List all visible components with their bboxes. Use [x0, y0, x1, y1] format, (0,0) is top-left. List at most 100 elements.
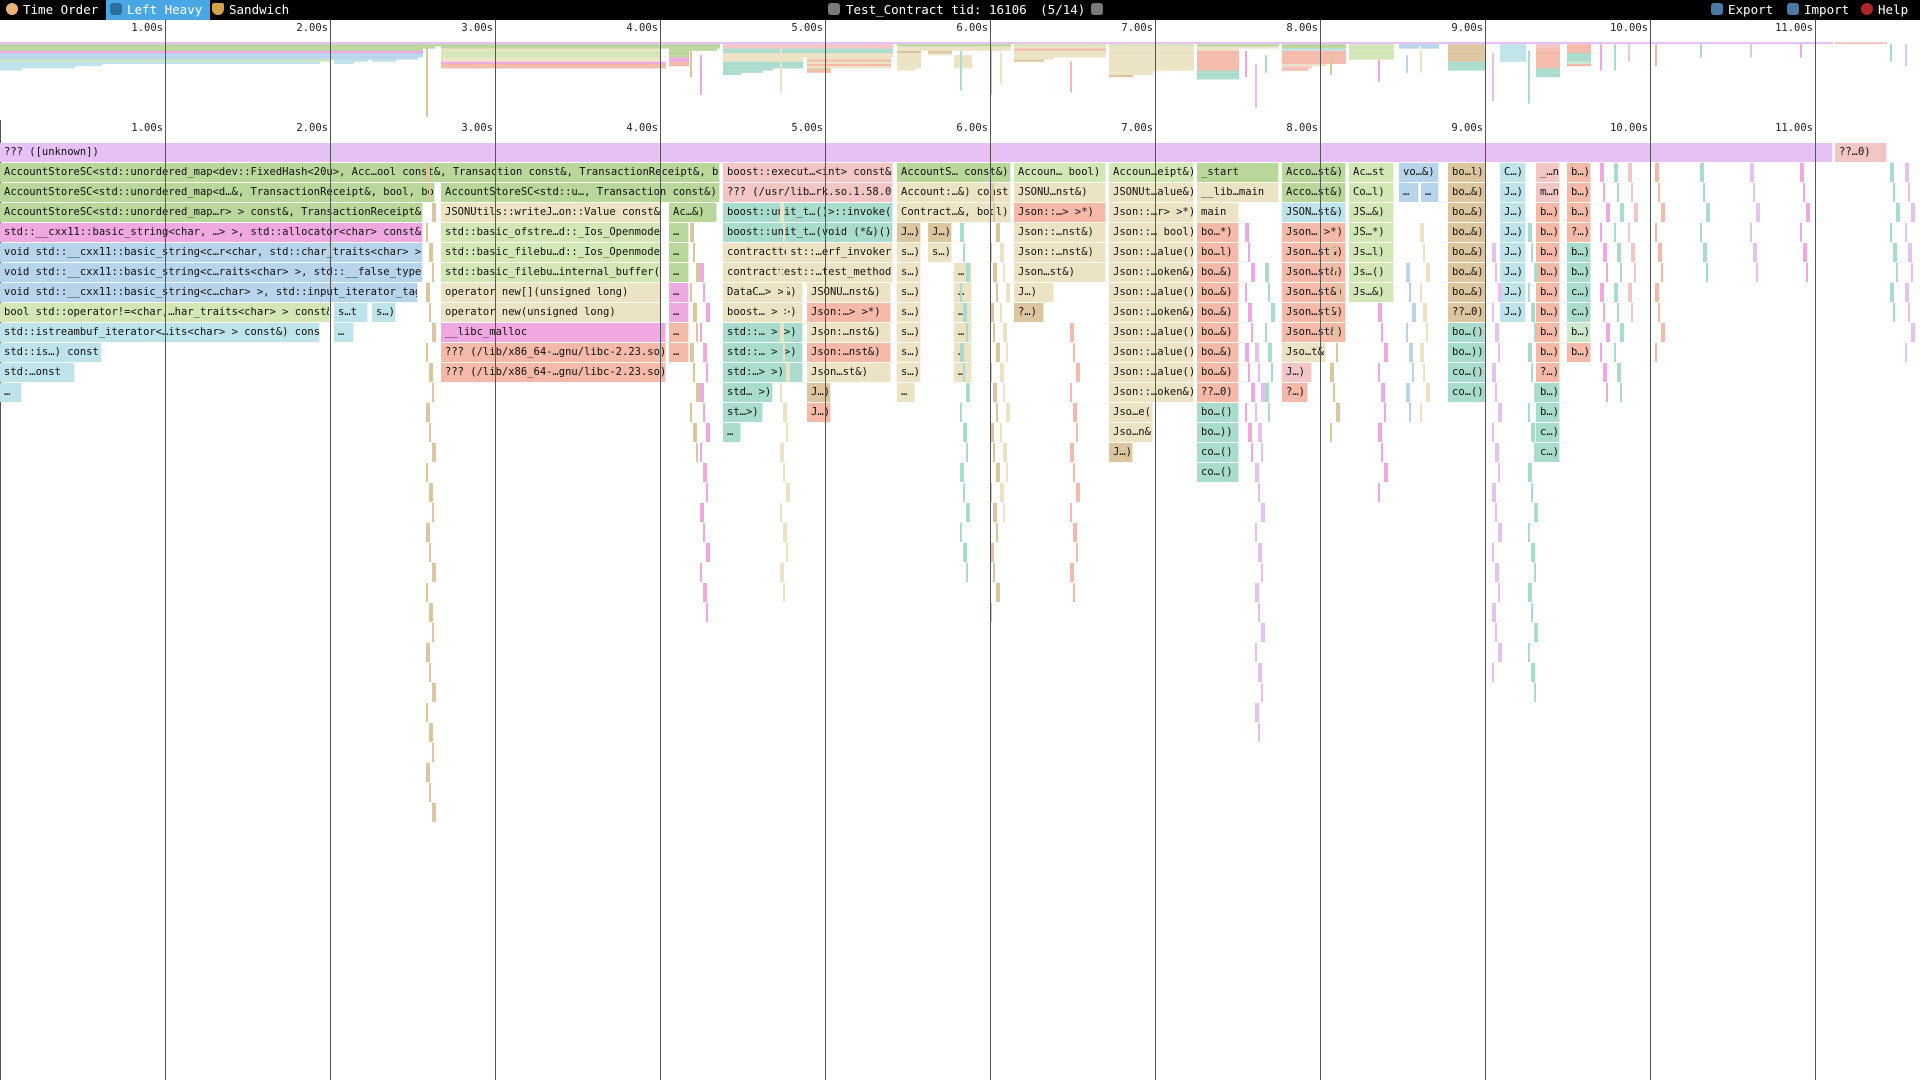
flame-frame-sliver[interactable]	[786, 303, 788, 322]
flame-frame-sliver[interactable]	[1330, 243, 1334, 262]
flame-frame[interactable]: bo…&)	[1197, 303, 1239, 322]
flame-frame-sliver[interactable]	[1661, 263, 1663, 282]
flame-frame-sliver[interactable]	[1495, 623, 1497, 642]
flame-frame[interactable]: DataC…> >&)	[723, 283, 803, 302]
flame-frame-sliver[interactable]	[1255, 583, 1259, 602]
flame-frame[interactable]: …	[954, 323, 972, 342]
flame-frame-sliver[interactable]	[990, 543, 994, 562]
flame-frame-sliver[interactable]	[426, 463, 428, 482]
flame-frame-sliver[interactable]	[1409, 343, 1413, 362]
flame-frame-sliver[interactable]	[1531, 663, 1535, 682]
flame-frame[interactable]: b…)	[1536, 343, 1560, 362]
flame-frame-sliver[interactable]	[1076, 543, 1078, 562]
flame-frame[interactable]: J…)	[1014, 283, 1054, 302]
flame-frame-sliver[interactable]	[1336, 283, 1340, 302]
flame-frame[interactable]: void std::__cxx11::basic_string<c…r<char…	[0, 243, 423, 262]
flame-frame[interactable]: _…n	[1536, 163, 1560, 182]
flame-frame-sliver[interactable]	[960, 463, 964, 482]
flame-frame-sliver[interactable]	[966, 323, 968, 342]
flame-frame-sliver[interactable]	[1600, 163, 1604, 182]
flame-frame-sliver[interactable]	[1753, 243, 1757, 262]
flame-frame-sliver[interactable]	[1406, 263, 1410, 282]
flame-frame-sliver[interactable]	[1251, 443, 1253, 462]
flame-frame-sliver[interactable]	[780, 323, 784, 342]
flame-frame[interactable]: b…)	[1567, 183, 1591, 202]
flame-frame-sliver[interactable]	[1251, 383, 1255, 402]
flame-frame[interactable]: …	[669, 343, 689, 362]
flame-frame-sliver[interactable]	[1336, 343, 1338, 362]
flame-frame-sliver[interactable]	[1617, 303, 1619, 322]
flame-frame[interactable]: …	[1421, 183, 1439, 202]
flame-frame-sliver[interactable]	[1492, 603, 1496, 622]
flame-frame-sliver[interactable]	[1333, 383, 1335, 402]
flame-frame[interactable]: std::__cxx11::basic_string<char, …> >, s…	[0, 223, 423, 242]
flame-frame-sliver[interactable]	[996, 523, 998, 542]
flame-frame-sliver[interactable]	[1265, 263, 1269, 282]
flame-frame-sliver[interactable]	[1261, 383, 1265, 402]
flame-frame-sliver[interactable]	[1531, 243, 1533, 262]
flame-frame-sliver[interactable]	[1251, 263, 1255, 282]
flame-frame-sliver[interactable]	[1006, 283, 1010, 302]
flame-frame-sliver[interactable]	[1600, 283, 1604, 302]
flame-frame-sliver[interactable]	[1076, 423, 1078, 442]
flame-frame-sliver[interactable]	[960, 343, 964, 362]
flame-frame-sliver[interactable]	[1271, 303, 1275, 322]
flame-frame-sliver[interactable]	[1070, 383, 1072, 402]
flame-frame[interactable]: b…)	[1536, 383, 1560, 402]
flame-frame[interactable]: bo…&)	[1197, 263, 1239, 282]
time-order-tab[interactable]: Time Order	[2, 0, 104, 20]
flame-frame-sliver[interactable]	[1426, 323, 1428, 342]
flame-frame[interactable]: Json…st&)	[1282, 283, 1346, 302]
flame-frame-sliver[interactable]	[1614, 223, 1616, 242]
flame-frame[interactable]: s…)	[897, 283, 921, 302]
flame-frame-sliver[interactable]	[1911, 323, 1915, 342]
flame-frame-sliver[interactable]	[1614, 283, 1618, 302]
flame-frame-sliver[interactable]	[700, 443, 702, 462]
flame-frame-sliver[interactable]	[1628, 223, 1630, 242]
flame-frame[interactable]: Json::…alue()	[1109, 343, 1194, 362]
flame-frame-sliver[interactable]	[990, 243, 992, 262]
flame-frame-sliver[interactable]	[1534, 683, 1536, 702]
flamegraph-view[interactable]: 1.00s 2.00s 3.00s 4.00s 5.00s 6.00s 7.00s 8.00s…	[0, 120, 1920, 1080]
flame-frame-sliver[interactable]	[1620, 263, 1622, 282]
flame-frame-sliver[interactable]	[1528, 283, 1530, 302]
flame-frame-sliver[interactable]	[432, 743, 434, 762]
flame-frame-sliver[interactable]	[1492, 363, 1496, 382]
flame-frame-sliver[interactable]	[1534, 443, 1536, 462]
flame-frame-sliver[interactable]	[1003, 383, 1005, 402]
flame-frame-sliver[interactable]	[1261, 683, 1263, 702]
flame-frame-sliver[interactable]	[706, 603, 708, 622]
flame-frame-sliver[interactable]	[1756, 203, 1760, 222]
flame-frame[interactable]: bo…()	[1197, 403, 1239, 422]
flame-frame-sliver[interactable]	[1003, 263, 1005, 282]
flame-frame-sliver[interactable]	[429, 183, 431, 202]
import-button[interactable]: Import	[1787, 0, 1849, 20]
flame-frame[interactable]: b…)	[1536, 223, 1560, 242]
flame-frame-sliver[interactable]	[703, 343, 707, 362]
flame-frame-sliver[interactable]	[1634, 263, 1636, 282]
flame-frame[interactable]: Contract…&, bool)	[897, 203, 1011, 222]
flame-frame[interactable]: …	[669, 243, 689, 262]
flame-frame-sliver[interactable]	[1492, 483, 1496, 502]
flame-frame-sliver[interactable]	[1003, 503, 1005, 522]
flame-frame[interactable]: vo…&)	[1399, 163, 1439, 182]
flame-frame[interactable]: b…)	[1536, 303, 1560, 322]
flame-frame-sliver[interactable]	[1528, 403, 1530, 422]
flame-frame-sliver[interactable]	[1255, 643, 1257, 662]
flame-frame-sliver[interactable]	[1631, 183, 1633, 202]
flame-frame-sliver[interactable]	[1003, 323, 1007, 342]
flame-frame[interactable]: Accoun… bool)	[1014, 163, 1106, 182]
flame-frame[interactable]: Json::…nst&)	[1014, 243, 1106, 262]
flame-frame[interactable]: ??…0)	[1197, 383, 1239, 402]
flame-frame[interactable]: std:…> >)	[723, 363, 803, 382]
flame-frame-sliver[interactable]	[1268, 343, 1272, 362]
flame-frame-sliver[interactable]	[1006, 403, 1010, 422]
flame-frame[interactable]: Json:…nst&)	[807, 343, 891, 362]
flame-frame[interactable]: J…)	[807, 383, 831, 402]
flame-frame-sliver[interactable]	[1070, 323, 1074, 342]
flame-frame-sliver[interactable]	[1498, 523, 1502, 542]
flame-frame-sliver[interactable]	[429, 423, 431, 442]
flame-frame-sliver[interactable]	[1600, 343, 1602, 362]
flame-frame-sliver[interactable]	[1603, 303, 1605, 322]
flame-frame-sliver[interactable]	[700, 503, 704, 522]
